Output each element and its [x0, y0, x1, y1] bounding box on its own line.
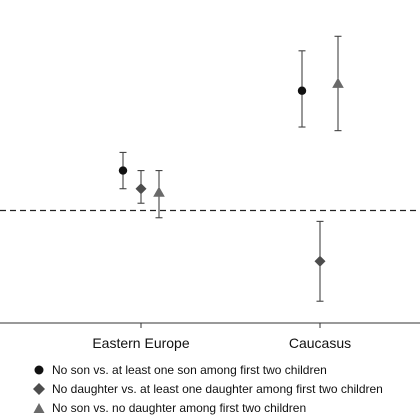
- legend-item-no-son-vs-no-daughter: No son vs. no daughter among first two c…: [30, 398, 420, 417]
- point-estimate-circle: [118, 166, 128, 175]
- x-tick-labels: Eastern Europe Caucasus: [92, 335, 351, 351]
- legend: No son vs. at least one son among first …: [30, 360, 420, 417]
- triangle-marker-icon: [33, 402, 45, 413]
- legend-label: No son vs. at least one son among first …: [52, 362, 327, 377]
- diamond-marker-icon: [33, 382, 45, 395]
- circle-marker-icon: [34, 365, 44, 374]
- point-estimate-triangle: [153, 186, 165, 197]
- point-estimate-triangle: [332, 77, 344, 88]
- point-estimate-diamond: [314, 255, 326, 267]
- point-estimate-diamond: [135, 183, 147, 195]
- x-tick-label: Caucasus: [289, 335, 351, 351]
- legend-item-no-son-vs-son: No son vs. at least one son among first …: [30, 360, 420, 379]
- x-tick-label: Eastern Europe: [92, 335, 189, 351]
- legend-label: No daughter vs. at least one daughter am…: [52, 381, 383, 396]
- chart-axes: [0, 209, 420, 328]
- point-estimate-circle: [297, 86, 307, 95]
- legend-label: No son vs. no daughter among first two c…: [52, 400, 307, 415]
- chart-marks: [118, 35, 344, 302]
- legend-item-no-daughter-vs-daughter: No daughter vs. at least one daughter am…: [30, 379, 420, 398]
